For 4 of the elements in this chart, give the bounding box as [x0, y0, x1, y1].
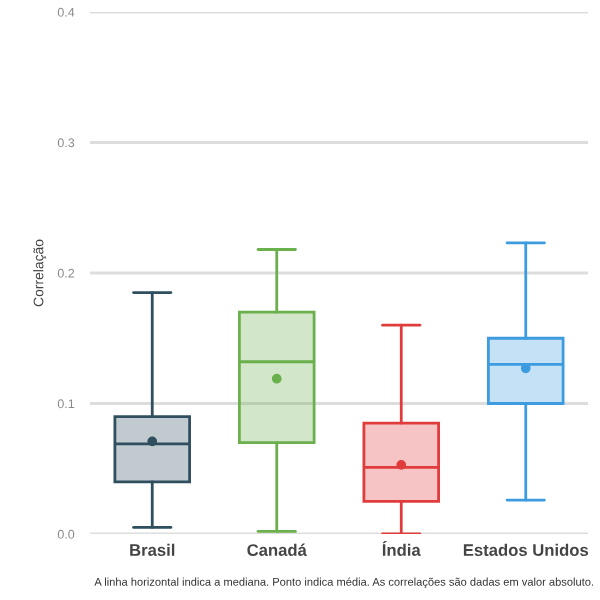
x-tick-label: Índia: [382, 541, 421, 556]
x-tick-label: Estados Unidos: [463, 543, 589, 556]
x-tick-label: Canadá: [247, 543, 307, 556]
x-tick-label: Brasil: [130, 543, 175, 556]
